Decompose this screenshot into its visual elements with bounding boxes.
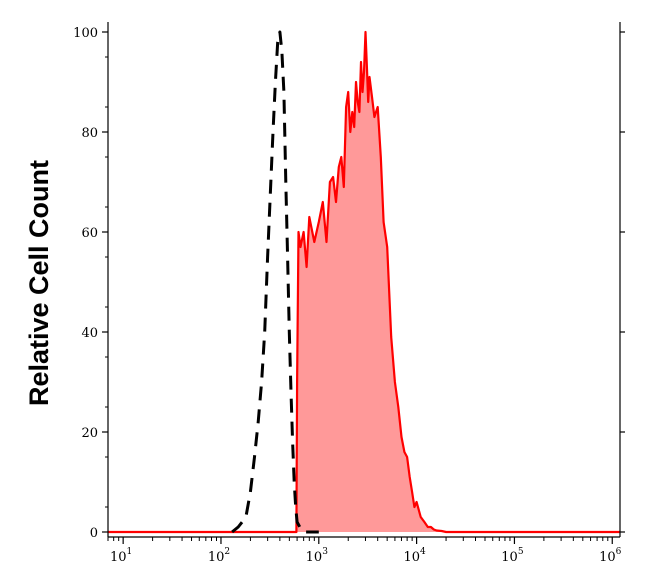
y-tick-label: 100	[73, 26, 98, 41]
y-tick-label: 80	[81, 126, 98, 141]
series-1-area	[108, 32, 620, 532]
x-tick-label: 102	[208, 547, 230, 565]
plot-area	[108, 30, 620, 534]
y-tick-label: 20	[81, 426, 98, 441]
series-1-line	[108, 30, 620, 534]
x-tick-label: 101	[110, 547, 132, 565]
x-tick-label: 105	[501, 547, 524, 565]
x-tick-label: 106	[599, 547, 622, 565]
x-tick-exponent: 2	[224, 547, 230, 557]
x-tick-label: 104	[403, 547, 426, 565]
y-axis-label: Relative Cell Count	[24, 160, 54, 406]
x-tick-base: 10	[403, 550, 420, 565]
x-tick-base: 10	[599, 550, 616, 565]
y-tick-label: 0	[90, 526, 98, 541]
x-tick-exponent: 4	[420, 547, 426, 557]
x-tick-exponent: 6	[616, 547, 622, 557]
x-tick-base: 10	[501, 550, 518, 565]
x-tick-base: 10	[208, 550, 225, 565]
x-tick-exponent: 1	[127, 547, 133, 557]
x-tick-label: 103	[306, 547, 329, 565]
x-tick-base: 10	[110, 550, 127, 565]
series-0-line	[231, 30, 319, 534]
y-tick-label: 40	[81, 326, 98, 341]
x-tick-exponent: 3	[322, 547, 328, 557]
x-tick-exponent: 5	[518, 547, 524, 557]
y-tick-label: 60	[81, 226, 98, 241]
x-tick-base: 10	[306, 550, 323, 565]
